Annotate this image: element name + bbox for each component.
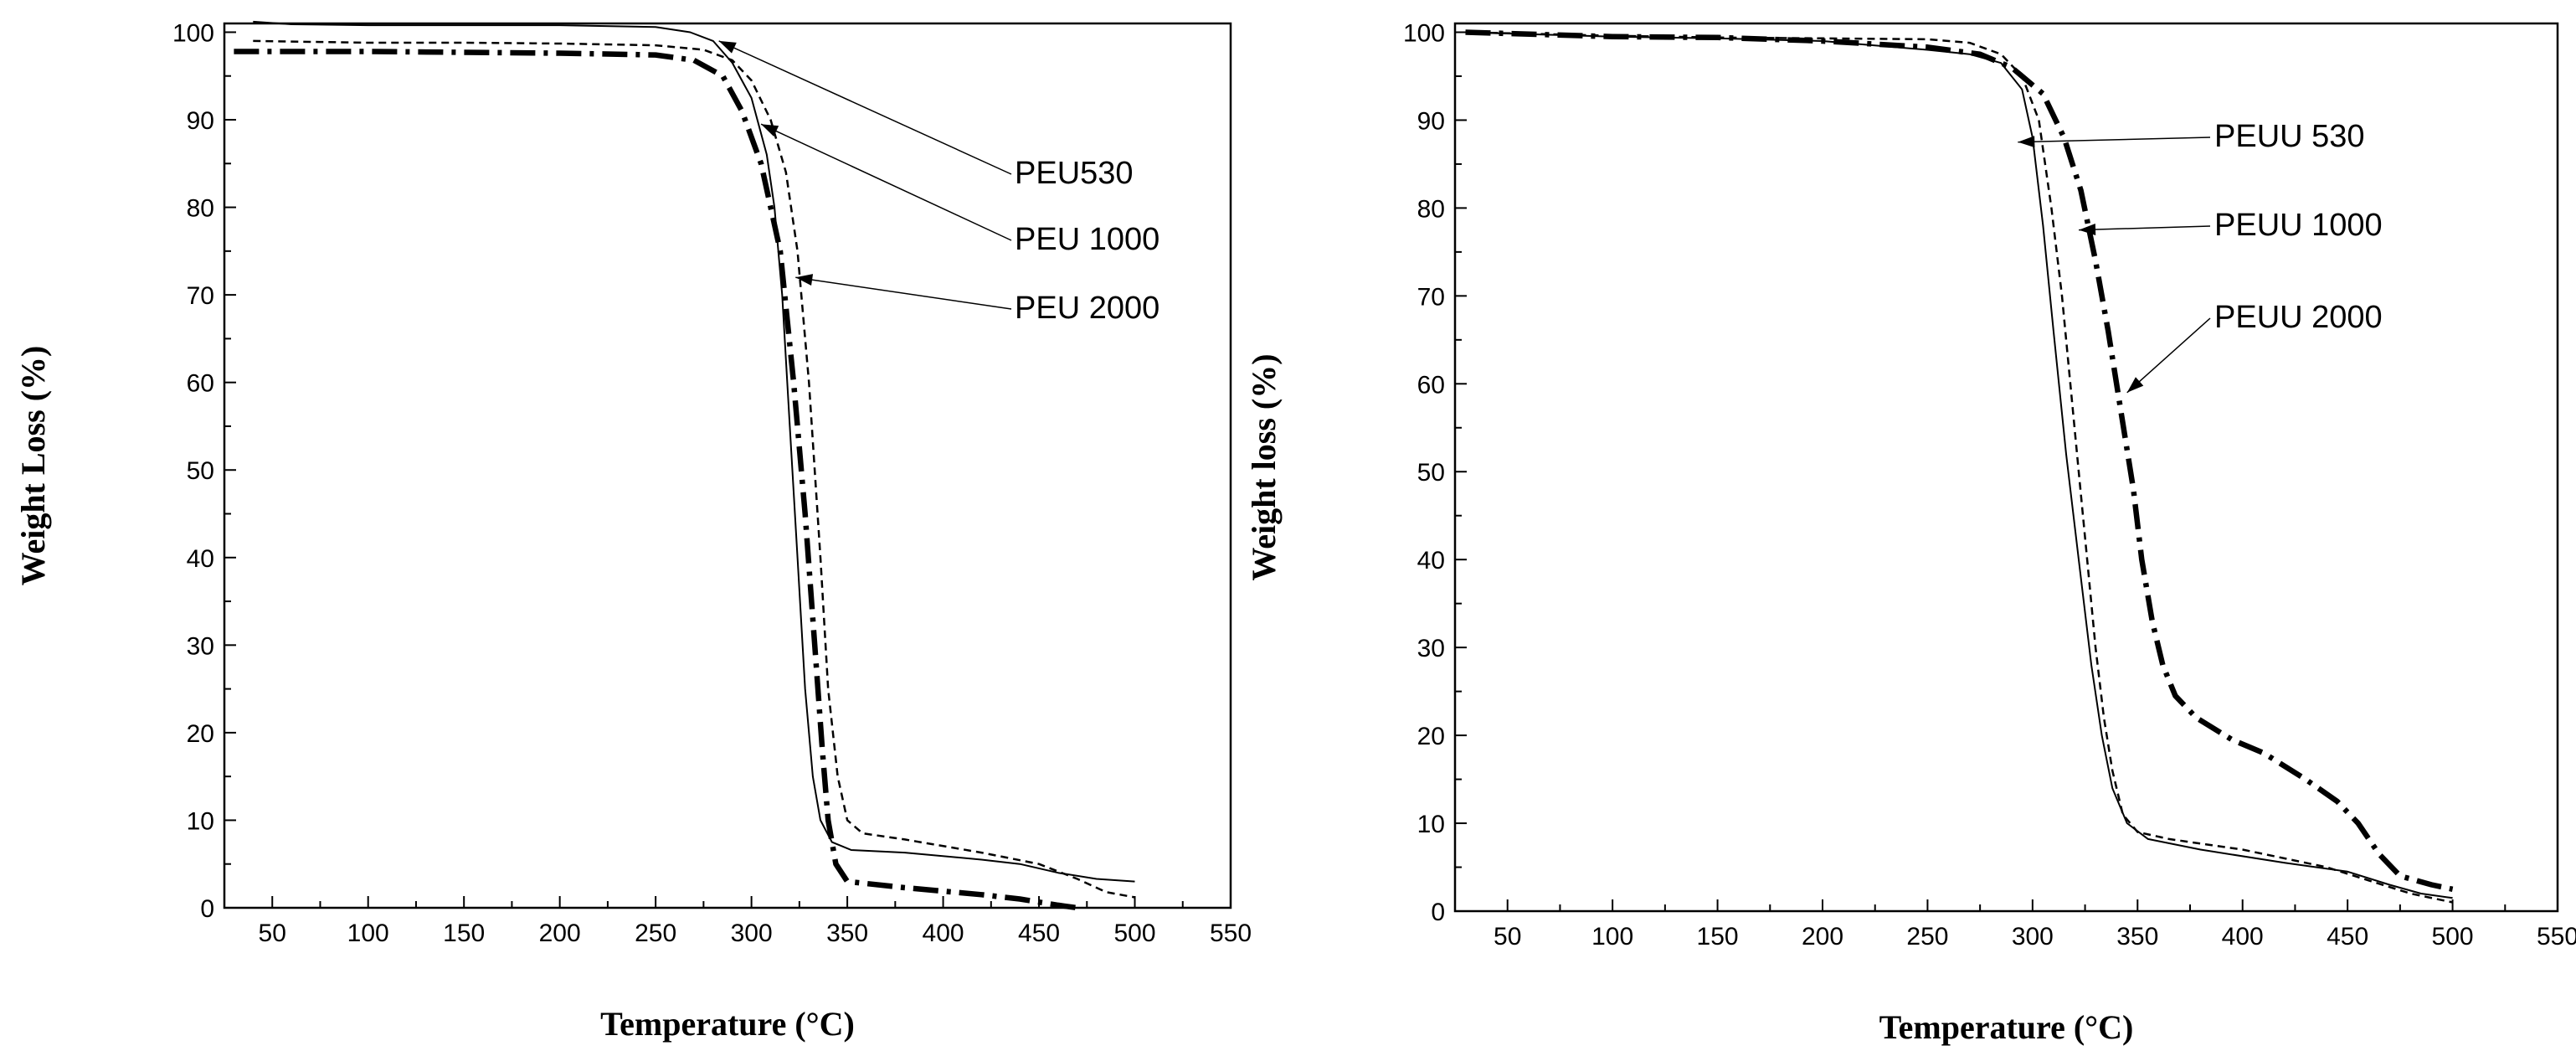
plot-frame — [223, 22, 1232, 909]
x-tick-label: 100 — [1591, 923, 1633, 951]
x-tick-label: 50 — [1494, 923, 1521, 951]
annotation-label: PEUU 530 — [2214, 119, 2365, 154]
y-tick-label: 100 — [172, 19, 214, 47]
annotation-leader — [760, 123, 1012, 241]
plot-frame — [1453, 22, 2559, 913]
y-tick-label: 0 — [1431, 899, 1445, 926]
y-tick-label: 70 — [187, 282, 214, 310]
x-axis-title: Temperature (°C) — [600, 1005, 855, 1043]
y-tick-label: 40 — [187, 545, 214, 573]
x-tick-label: 150 — [443, 920, 485, 947]
x-tick-label: 500 — [1113, 920, 1155, 947]
annotation-leader — [718, 40, 1012, 175]
annotation-leader — [795, 276, 1012, 310]
annotation-leader — [2018, 137, 2211, 143]
y-tick-label: 50 — [1417, 459, 1445, 487]
x-tick-label: 400 — [923, 920, 964, 947]
x-tick-label: 450 — [2327, 923, 2368, 951]
y-tick-label: 30 — [187, 632, 214, 660]
series-line-3 — [1465, 29, 2454, 892]
x-tick-label: 100 — [347, 920, 389, 947]
chart-2: 50 100 150 200 250 300 350 400 450 500 550 0 10 20 30 4… — [1245, 19, 2576, 1046]
series-line-1 — [1465, 31, 2453, 899]
x-tick-label: 550 — [2537, 923, 2576, 951]
series-line-1 — [253, 20, 1135, 883]
x-tick-label: 300 — [731, 920, 773, 947]
annotation-arrowhead — [2018, 136, 2035, 148]
annotation-arrowhead — [795, 274, 814, 286]
x-tick-label: 300 — [2012, 923, 2054, 951]
x-tick-label: 150 — [1697, 923, 1739, 951]
y-tick-label: 90 — [187, 107, 214, 135]
x-tick-label: 400 — [2222, 923, 2264, 951]
x-tick-label: 50 — [259, 920, 286, 947]
y-axis-title: Weight Loss (%) — [14, 346, 52, 586]
x-tick-label: 200 — [539, 920, 581, 947]
annotation-label: PEUU 1000 — [2214, 208, 2383, 243]
y-tick-label: 60 — [187, 370, 214, 398]
series-line-2 — [253, 39, 1135, 899]
annotation-label: PEU530 — [1015, 156, 1134, 191]
y-tick-label: 20 — [1417, 723, 1445, 750]
y-tick-label: 70 — [1417, 283, 1445, 311]
x-tick-label: 350 — [826, 920, 868, 947]
x-tick-label: 500 — [2432, 923, 2474, 951]
series-line-3 — [234, 49, 1078, 911]
x-tick-label: 250 — [635, 920, 676, 947]
y-tick-label: 0 — [200, 895, 214, 923]
y-axis-title: Weight loss (%) — [1245, 353, 1283, 580]
annotation-arrowhead — [2126, 377, 2144, 393]
x-tick-label: 350 — [2116, 923, 2158, 951]
y-tick-label: 50 — [187, 457, 214, 485]
y-tick-label: 60 — [1417, 371, 1445, 399]
x-tick-label: 250 — [1906, 923, 1948, 951]
y-tick-label: 100 — [1403, 19, 1445, 47]
annotation-arrowhead — [718, 40, 737, 54]
annotation-leader — [2126, 317, 2211, 394]
annotation-label: PEU 2000 — [1015, 291, 1159, 326]
annotation-label: PEU 1000 — [1015, 222, 1159, 257]
annotation-leader — [2079, 225, 2211, 231]
x-tick-label: 550 — [1210, 920, 1252, 947]
y-tick-label: 40 — [1417, 547, 1445, 574]
annotation-label: PEUU 2000 — [2214, 300, 2383, 335]
annotation-arrowhead — [761, 124, 779, 137]
x-tick-label: 450 — [1018, 920, 1060, 947]
y-tick-label: 20 — [187, 720, 214, 748]
x-tick-label: 200 — [1802, 923, 1843, 951]
chart-1: 50 100 150 200 250 300 350 400 450 500 550 0 10 20 30 4… — [14, 19, 1252, 1043]
x-axis-title: Temperature (°C) — [1879, 1008, 2134, 1046]
y-tick-label: 10 — [187, 807, 214, 835]
y-tick-label: 80 — [187, 195, 214, 223]
annotation-arrowhead — [2079, 224, 2096, 236]
y-tick-label: 80 — [1417, 195, 1445, 223]
y-tick-label: 30 — [1417, 635, 1445, 662]
y-tick-label: 90 — [1417, 107, 1445, 135]
series-line-2 — [1465, 31, 2453, 904]
y-tick-label: 10 — [1417, 811, 1445, 838]
